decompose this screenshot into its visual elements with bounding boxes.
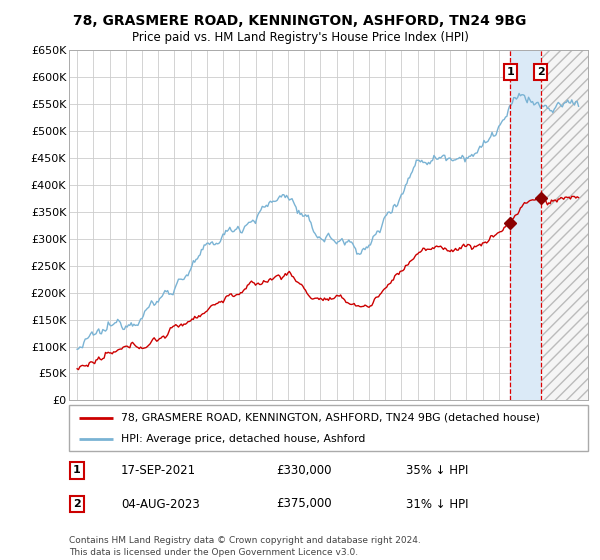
Text: 78, GRASMERE ROAD, KENNINGTON, ASHFORD, TN24 9BG (detached house): 78, GRASMERE ROAD, KENNINGTON, ASHFORD, … bbox=[121, 413, 540, 423]
Text: 17-SEP-2021: 17-SEP-2021 bbox=[121, 464, 196, 477]
Text: 2: 2 bbox=[537, 67, 545, 77]
Text: 1: 1 bbox=[73, 465, 80, 475]
Text: 2: 2 bbox=[73, 499, 80, 509]
Text: 78, GRASMERE ROAD, KENNINGTON, ASHFORD, TN24 9BG: 78, GRASMERE ROAD, KENNINGTON, ASHFORD, … bbox=[73, 14, 527, 28]
Text: 1: 1 bbox=[506, 67, 514, 77]
Bar bbox=[541, 50, 588, 400]
Text: Contains HM Land Registry data © Crown copyright and database right 2024.
This d: Contains HM Land Registry data © Crown c… bbox=[69, 536, 421, 557]
Text: 04-AUG-2023: 04-AUG-2023 bbox=[121, 497, 200, 511]
Text: £375,000: £375,000 bbox=[277, 497, 332, 511]
FancyBboxPatch shape bbox=[69, 405, 588, 451]
Bar bbox=[511, 50, 541, 400]
Text: 31% ↓ HPI: 31% ↓ HPI bbox=[406, 497, 469, 511]
Text: HPI: Average price, detached house, Ashford: HPI: Average price, detached house, Ashf… bbox=[121, 435, 365, 444]
Text: £330,000: £330,000 bbox=[277, 464, 332, 477]
Text: Price paid vs. HM Land Registry's House Price Index (HPI): Price paid vs. HM Land Registry's House … bbox=[131, 31, 469, 44]
Text: 35% ↓ HPI: 35% ↓ HPI bbox=[406, 464, 469, 477]
